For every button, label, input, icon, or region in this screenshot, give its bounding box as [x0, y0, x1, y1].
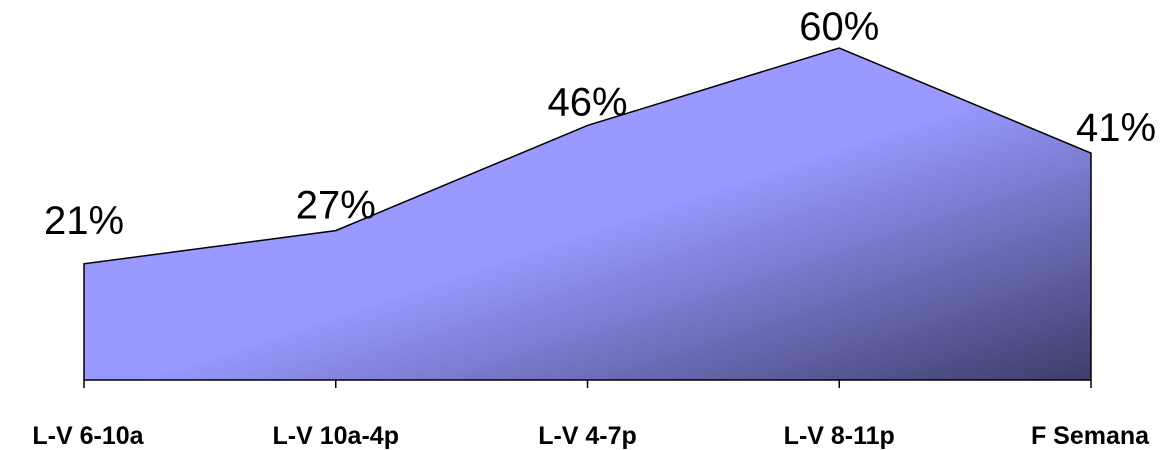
area-layer: [83, 47, 1092, 380]
x-tick-label: L-V 4-7p: [538, 422, 637, 450]
area-fill: [84, 48, 1091, 380]
data-label: 41%: [1076, 106, 1156, 150]
data-point: [83, 263, 85, 265]
data-point: [1090, 152, 1092, 154]
data-label: 60%: [799, 5, 879, 49]
x-tick-label: F Semana: [1031, 422, 1150, 450]
x-tick-label: L-V 8-11p: [784, 422, 895, 450]
data-label: 21%: [44, 199, 124, 243]
data-point: [838, 47, 840, 49]
x-tick-label: L-V 6-10a: [32, 422, 144, 450]
data-label: 46%: [547, 80, 627, 124]
data-point: [335, 230, 337, 232]
data-label: 27%: [296, 184, 376, 228]
x-axis: [83, 379, 1092, 388]
data-point: [587, 124, 588, 126]
x-tick-label: L-V 10a-4p: [273, 422, 399, 450]
x-tick-labels: L-V 6-10a L-V 10a-4p L-V 4-7p L-V 8-11p F Se…: [32, 422, 1150, 450]
data-labels: 21% 27% 46% 60% 41%: [44, 5, 1156, 243]
